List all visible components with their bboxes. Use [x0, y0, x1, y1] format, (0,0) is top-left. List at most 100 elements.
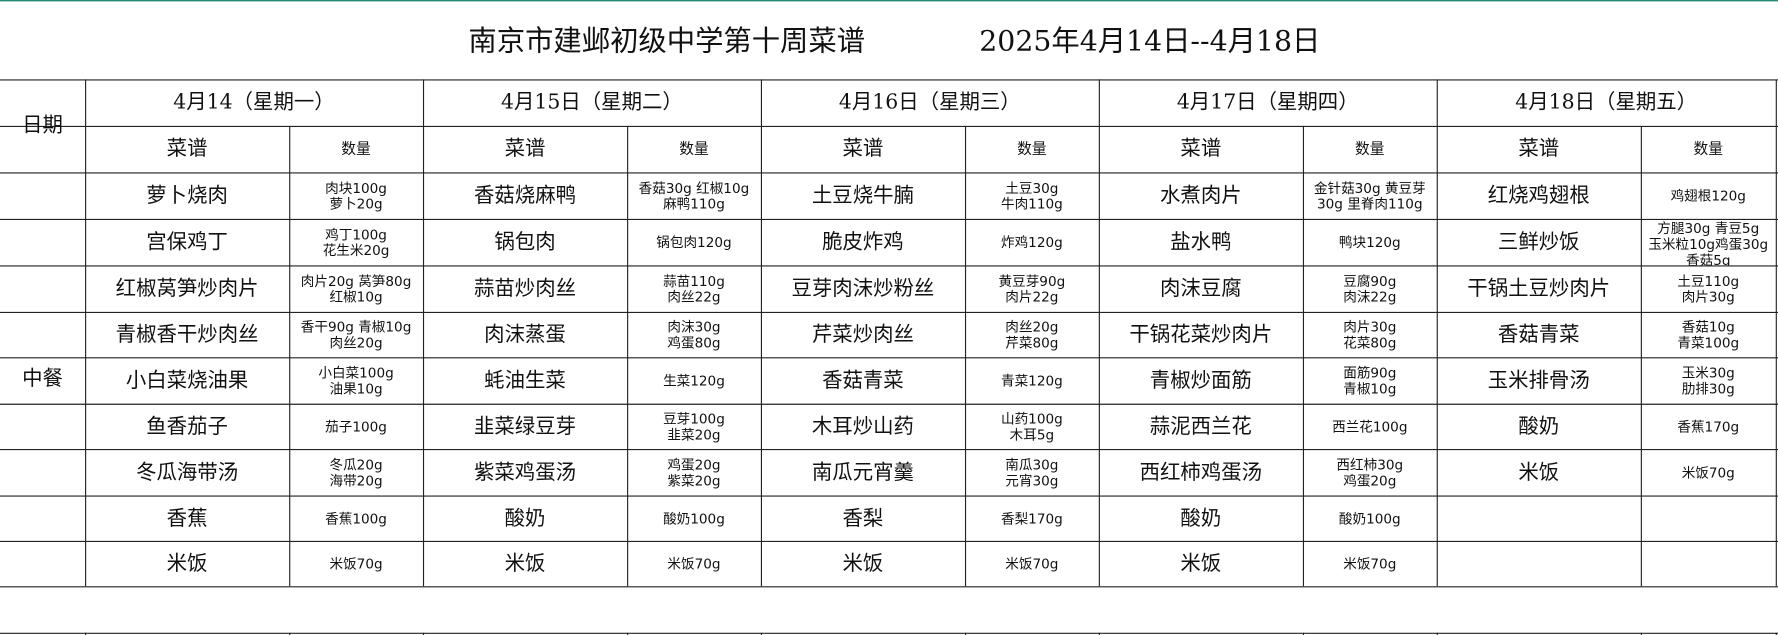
- amount-line: 肉片20g 莴笋80g: [301, 273, 412, 290]
- amount-line: 青菜120g: [1001, 374, 1063, 390]
- dish-name: 南瓜元宵羹: [812, 460, 914, 484]
- amount-line: 青椒10g: [1343, 382, 1396, 398]
- amount-line: 鸡蛋20g: [1343, 472, 1396, 489]
- dish-name: 蒜苗炒肉丝: [474, 276, 576, 300]
- dish-name: 宫保鸡丁: [146, 230, 228, 254]
- amount-line: 金针菇30g 黄豆芽: [1314, 181, 1426, 197]
- amount-line: 西兰花100g: [1332, 419, 1407, 435]
- amount-line: 鸡翅根120g: [1671, 188, 1746, 205]
- dish-name: 香菇青菜: [822, 368, 904, 392]
- dish-name: 青椒香干炒肉丝: [116, 322, 259, 346]
- dish-name: 芹菜炒肉丝: [812, 322, 914, 346]
- amount-line: 酸奶100g: [663, 511, 725, 527]
- amount-cell: 炸鸡120g: [1001, 234, 1063, 251]
- amount-cell: 茄子100g: [325, 418, 387, 435]
- dish-name: 酸奶: [1518, 414, 1559, 438]
- amount-cell: 青菜120g: [1001, 374, 1063, 390]
- dish-name: 冬瓜海带汤: [136, 460, 238, 484]
- dish-name: 玉米排骨汤: [1488, 368, 1590, 392]
- amount-line: 米饭70g: [1682, 465, 1735, 481]
- dish-name: 蒜泥西兰花: [1150, 414, 1252, 438]
- dish-name: 肉沫蒸蛋: [484, 322, 566, 346]
- amount-line: 30g 里脊肉110g: [1317, 197, 1423, 213]
- dish-name: 紫菜鸡蛋汤: [474, 460, 576, 484]
- amount-line: 山药100g: [1001, 412, 1063, 428]
- dish-name: 西红柿鸡蛋汤: [1140, 460, 1262, 484]
- dish-name: 小白菜烧油果: [126, 368, 248, 392]
- amount-line: 芹菜80g: [1005, 336, 1058, 352]
- dish-name: 干锅土豆炒肉片: [1467, 276, 1610, 300]
- amount-line: 青菜100g: [1677, 336, 1739, 352]
- amount-line: 蒜苗110g: [663, 274, 725, 290]
- dish-name: 青椒炒面筋: [1150, 368, 1252, 392]
- amount-cell: 酸奶100g: [663, 511, 725, 527]
- amount-column-header: 数量: [341, 141, 371, 158]
- amount-cell: 锅包肉120g: [656, 235, 731, 251]
- amount-line: 土豆30g: [1005, 181, 1058, 197]
- amount-line: 土豆110g: [1677, 274, 1739, 290]
- dish-name: 米饭: [167, 551, 208, 575]
- amount-line: 玉米30g: [1682, 366, 1735, 382]
- amount-cell: 西兰花100g: [1332, 419, 1407, 435]
- amount-line: 米饭70g: [667, 557, 720, 573]
- amount-line: 肉片30g: [1682, 290, 1735, 306]
- amount-line: 肉沫22g: [1343, 290, 1396, 306]
- amount-line: 香梨170g: [1001, 511, 1063, 527]
- amount-line: 黄豆芽90g: [999, 274, 1066, 290]
- amount-line: 面筋90g: [1343, 365, 1396, 382]
- amount-column-header: 数量: [1355, 141, 1385, 158]
- amount-line: 香蕉100g: [325, 511, 387, 527]
- amount-line: 茄子100g: [325, 418, 387, 435]
- amount-line: 米饭70g: [1005, 557, 1058, 573]
- dish-name: 锅包肉: [494, 230, 555, 254]
- amount-cell: 鸭块120g: [1339, 235, 1401, 251]
- amount-line: 小白菜100g: [318, 366, 393, 382]
- amount-line: 豆腐90g: [1343, 274, 1396, 290]
- amount-cell: 米饭70g: [1343, 557, 1396, 573]
- dish-name: 脆皮炸鸡: [822, 230, 904, 254]
- amount-line: 酸奶100g: [1339, 511, 1401, 527]
- amount-line: 韭菜20g: [667, 427, 720, 443]
- dish-name: 红椒莴笋炒肉片: [116, 276, 259, 300]
- day-header: 4月17日（星期四）: [1177, 90, 1359, 114]
- dish-name: 肉沫豆腐: [1160, 276, 1242, 300]
- amount-line: 鸡丁100g: [325, 226, 387, 243]
- amount-line: 南瓜30g: [1005, 457, 1058, 473]
- amount-line: 海带20g: [329, 473, 382, 489]
- amount-line: 鸡蛋20g: [667, 456, 720, 473]
- amount-line: 香干90g 青椒10g: [301, 320, 412, 336]
- amount-line: 方腿30g 青豆5g: [1657, 221, 1759, 237]
- amount-column-header: 数量: [1694, 141, 1724, 158]
- dish-name: 蚝油生菜: [484, 368, 566, 392]
- amount-line: 炸鸡120g: [1001, 234, 1063, 251]
- amount-line: 鸡蛋80g: [667, 335, 720, 352]
- dish-name: 香菇青菜: [1498, 322, 1580, 346]
- dish-name: 红烧鸡翅根: [1488, 183, 1590, 207]
- dish-name: 豆芽肉沫炒粉丝: [791, 276, 934, 300]
- amount-line: 冬瓜20g: [329, 457, 382, 473]
- amount-cell: 酸奶100g: [1339, 511, 1401, 527]
- amount-line: 麻鸭110g: [663, 197, 725, 213]
- amount-column-header: 数量: [1017, 141, 1047, 158]
- menu-title: 南京市建邺初级中学第十周菜谱: [468, 25, 865, 58]
- dish-name: 韭菜绿豆芽: [474, 414, 576, 438]
- dish-name: 土豆烧牛腩: [812, 183, 914, 207]
- dish-name: 米饭: [843, 551, 884, 575]
